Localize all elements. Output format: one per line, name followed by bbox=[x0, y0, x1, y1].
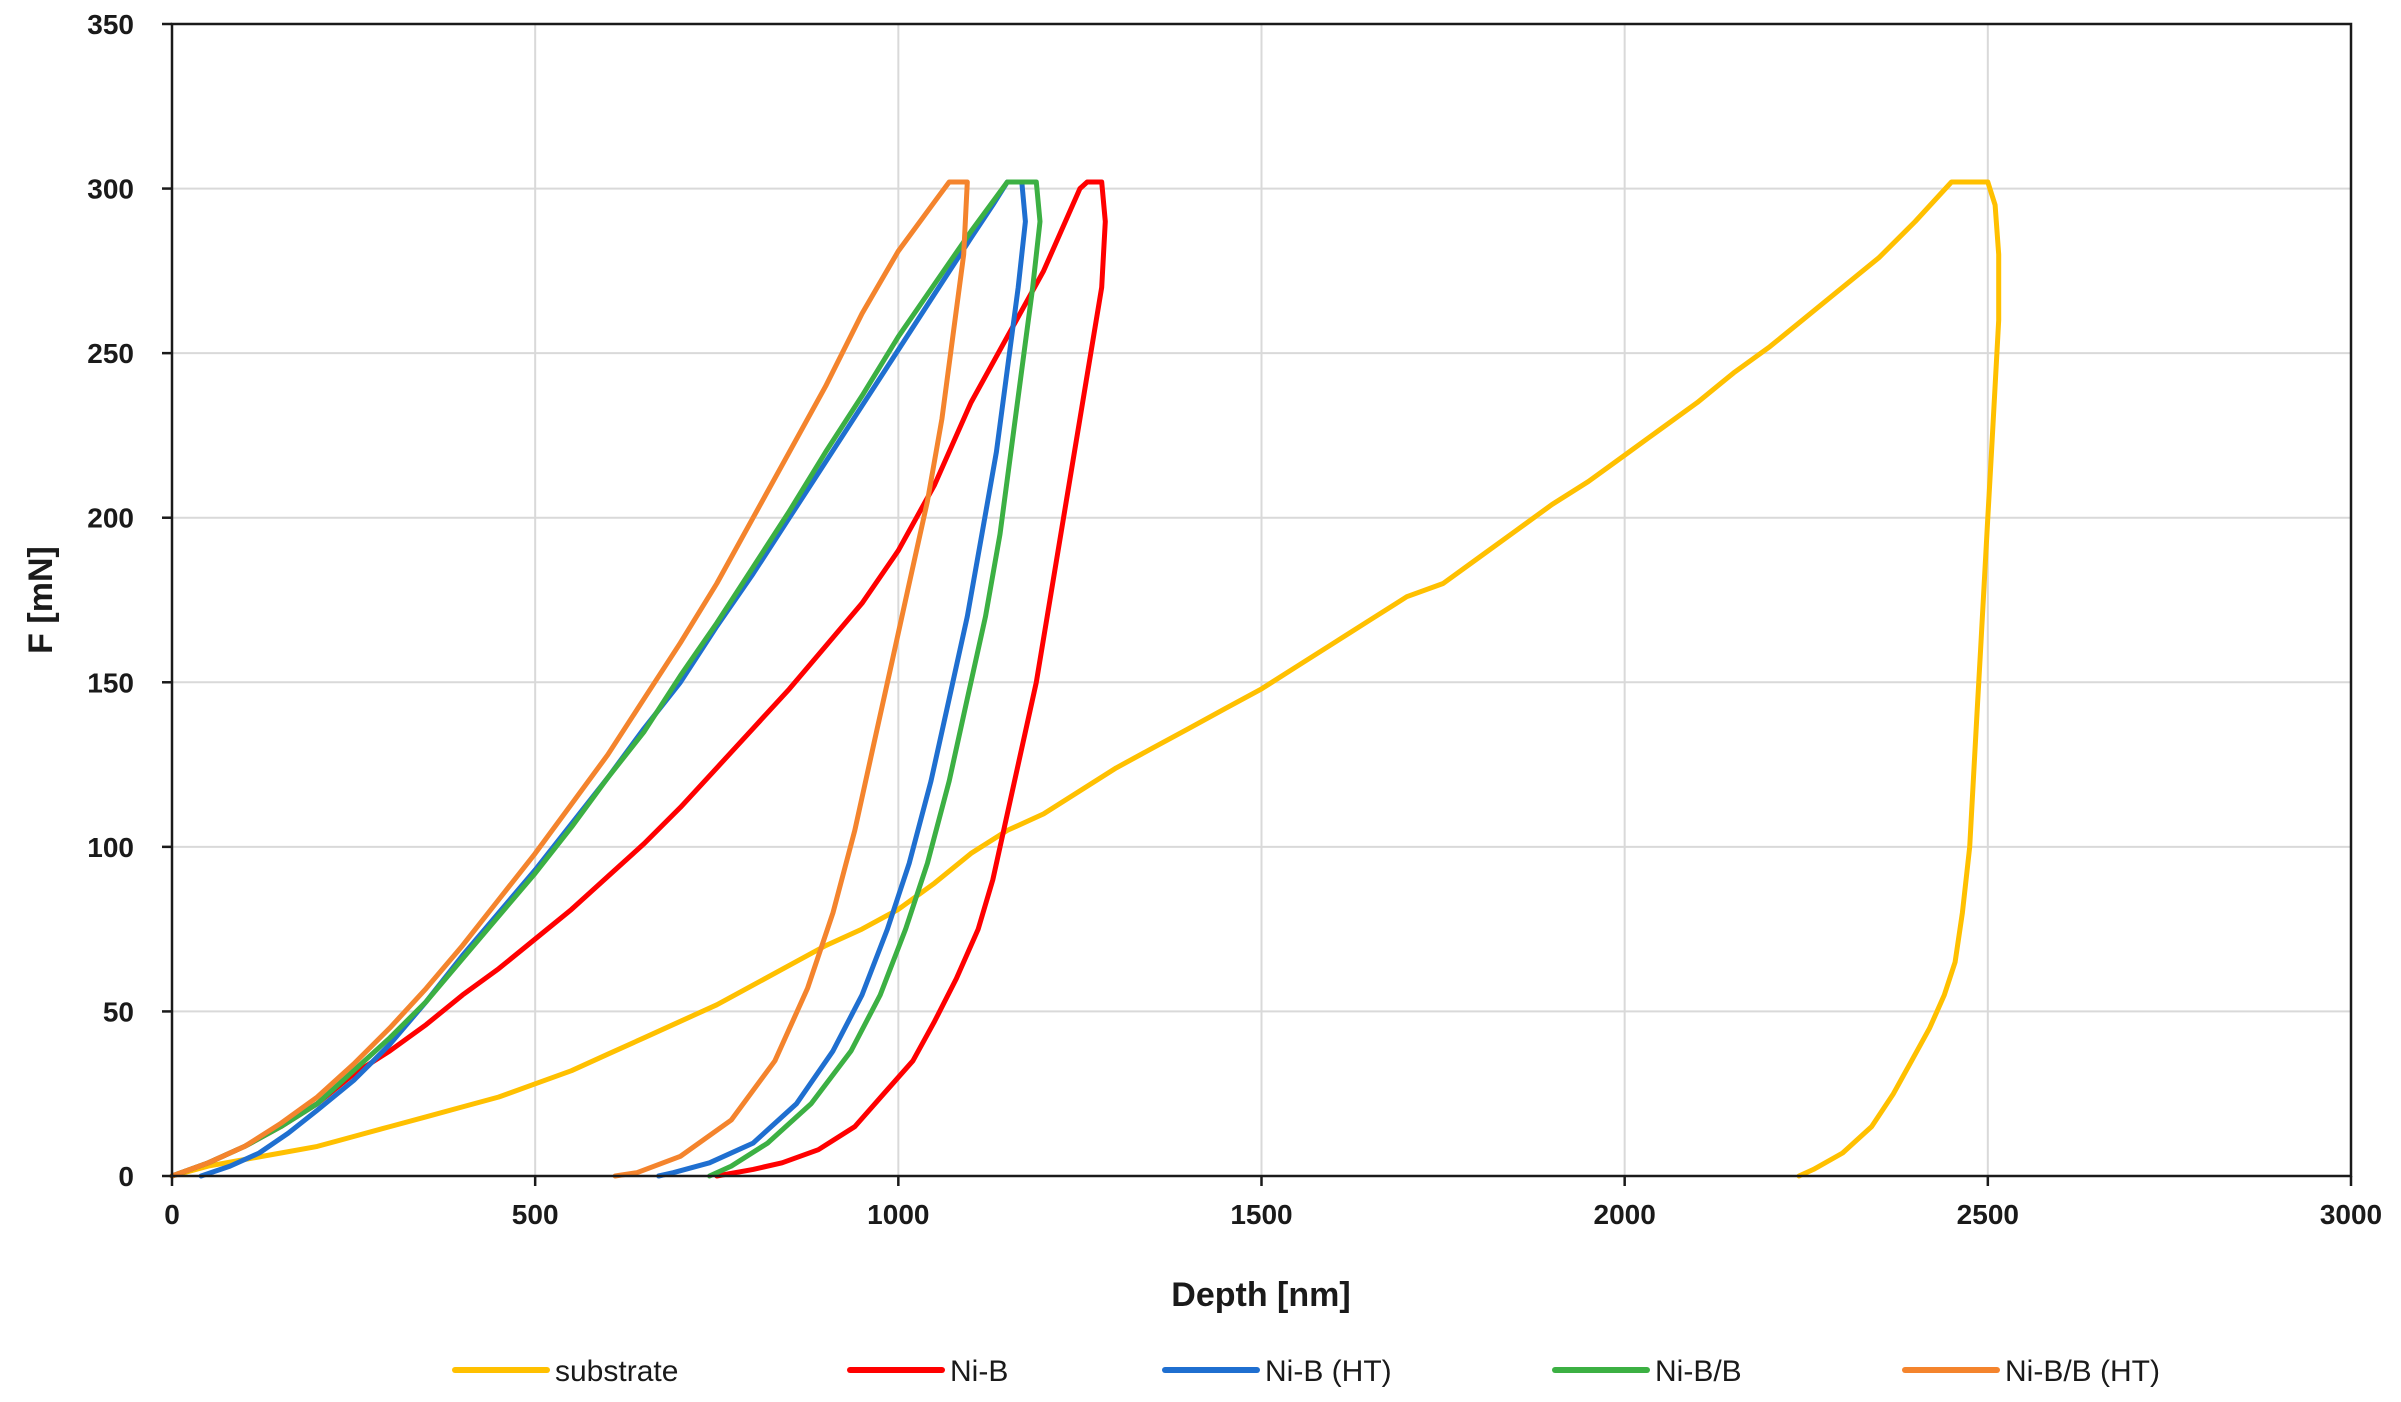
y-tick-label: 50 bbox=[103, 996, 134, 1027]
y-tick-label: 300 bbox=[87, 174, 134, 205]
gridlines bbox=[172, 24, 2351, 1176]
series-line-ni-b bbox=[169, 179, 1108, 1179]
legend-item: Ni-B/B (HT) bbox=[1902, 1355, 2160, 1388]
legend-item: substrate bbox=[452, 1355, 678, 1388]
x-tick-label: 3000 bbox=[2320, 1199, 2382, 1230]
legend-label: Ni-B (HT) bbox=[1265, 1355, 1392, 1388]
series-line-ni-b-b-ht bbox=[169, 179, 970, 1179]
x-tick-label: 2000 bbox=[1594, 1199, 1656, 1230]
x-tick-label: 2500 bbox=[1957, 1199, 2019, 1230]
x-tick-label: 500 bbox=[512, 1199, 559, 1230]
y-tick-label: 150 bbox=[87, 667, 134, 698]
legend-label: Ni-B bbox=[950, 1355, 1008, 1388]
legend-label: Ni-B/B bbox=[1655, 1355, 1742, 1388]
legend-item: Ni-B bbox=[847, 1355, 1008, 1388]
x-axis-ticks: 0 500 1000 1500 2000 2500 3000 bbox=[164, 1176, 2382, 1230]
y-tick-label: 0 bbox=[118, 1161, 134, 1192]
series-line-ni-b-b bbox=[169, 179, 1043, 1179]
legend: substrate Ni-B Ni-B (HT) Ni-B/B Ni-B/B (HT) bbox=[452, 1355, 2160, 1388]
y-tick-label: 100 bbox=[87, 832, 134, 863]
y-tick-label: 350 bbox=[87, 9, 134, 40]
x-axis-title: Depth [nm] bbox=[1171, 1276, 1350, 1314]
legend-label: substrate bbox=[555, 1355, 678, 1388]
x-tick-label: 1500 bbox=[1230, 1199, 1292, 1230]
legend-item: Ni-B (HT) bbox=[1162, 1355, 1392, 1388]
x-tick-label: 0 bbox=[164, 1199, 180, 1230]
legend-item: Ni-B/B bbox=[1552, 1355, 1742, 1388]
series-line-substrate bbox=[169, 179, 2002, 1179]
x-tick-label: 1000 bbox=[867, 1199, 929, 1230]
legend-label: Ni-B/B (HT) bbox=[2005, 1355, 2160, 1388]
y-axis-ticks: 0 50 100 150 200 250 300 350 bbox=[87, 9, 172, 1192]
y-axis-title: F [mN] bbox=[22, 546, 60, 654]
y-tick-label: 250 bbox=[87, 338, 134, 369]
series-lines bbox=[169, 179, 2002, 1179]
y-tick-label: 200 bbox=[87, 503, 134, 534]
